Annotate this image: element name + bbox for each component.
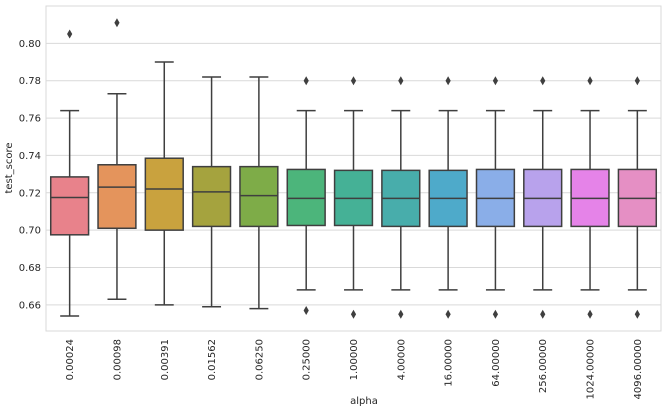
x-tick-label: 0.00024 bbox=[65, 339, 76, 380]
y-tick-labels: 0.66 0.68 0.70 0.72 0.74 0.76 0.78 0.80 bbox=[19, 39, 41, 311]
outlier-point bbox=[634, 309, 640, 319]
box-iqr bbox=[239, 165, 279, 228]
box-group bbox=[428, 76, 468, 319]
outlier-point bbox=[303, 305, 309, 315]
outlier-point bbox=[445, 76, 451, 86]
y-tick-label: 0.74 bbox=[19, 151, 41, 162]
box-group bbox=[49, 29, 90, 317]
outlier-point bbox=[67, 29, 73, 39]
x-tick-label: 4.00000 bbox=[396, 339, 407, 380]
box-group bbox=[523, 76, 563, 319]
y-tick-label: 0.78 bbox=[19, 76, 41, 87]
x-axis-label: alpha bbox=[350, 396, 378, 407]
outlier-point bbox=[398, 76, 404, 86]
outlier-point bbox=[587, 309, 593, 319]
outlier-point bbox=[114, 18, 120, 28]
box-iqr bbox=[144, 157, 184, 231]
plot-frame bbox=[45, 5, 662, 332]
boxes-layer bbox=[49, 18, 658, 319]
box-group bbox=[570, 76, 610, 319]
x-tick-label: 1.00000 bbox=[349, 339, 360, 380]
outlier-point bbox=[303, 76, 309, 86]
x-tick-label: 4096.00000 bbox=[633, 339, 644, 399]
x-tick-label: 0.00391 bbox=[160, 339, 171, 380]
plot-spines bbox=[45, 5, 662, 332]
outlier-point bbox=[540, 76, 546, 86]
box-group bbox=[475, 76, 516, 319]
outlier-point bbox=[587, 76, 593, 86]
outlier-point bbox=[540, 309, 546, 319]
y-tick-label: 0.80 bbox=[19, 39, 41, 50]
x-tick-label: 64.00000 bbox=[491, 339, 502, 387]
box-iqr bbox=[97, 164, 137, 230]
outlier-point bbox=[350, 309, 357, 319]
x-tick-label: 0.01562 bbox=[207, 339, 218, 380]
x-tick-label: 1024.00000 bbox=[586, 339, 597, 399]
x-tick-label: 0.06250 bbox=[254, 339, 265, 380]
y-axis-label: test_score bbox=[4, 142, 15, 193]
y-tick-label: 0.66 bbox=[19, 300, 41, 311]
box-iqr bbox=[49, 176, 90, 236]
box-group bbox=[333, 76, 374, 319]
box-group bbox=[97, 18, 137, 300]
x-tick-labels: 0.00024 0.00098 0.00391 0.01562 0.06250 0.250… bbox=[65, 339, 644, 399]
box-group bbox=[191, 76, 232, 308]
box-group bbox=[144, 61, 184, 306]
box-group bbox=[286, 76, 326, 315]
x-tick-label: 0.25000 bbox=[302, 339, 313, 380]
y-tick-label: 0.68 bbox=[19, 263, 41, 274]
x-tick-label: 16.00000 bbox=[444, 339, 455, 387]
outlier-point bbox=[445, 309, 451, 319]
outlier-point bbox=[398, 309, 404, 319]
y-tick-label: 0.72 bbox=[19, 188, 41, 199]
y-tick-label: 0.76 bbox=[19, 114, 41, 125]
box-iqr bbox=[286, 168, 326, 227]
x-tick-label: 0.00098 bbox=[112, 339, 123, 380]
box-group bbox=[239, 76, 279, 310]
box-group bbox=[381, 76, 421, 319]
outlier-point bbox=[492, 309, 499, 319]
box-iqr bbox=[191, 165, 232, 228]
y-tick-label: 0.70 bbox=[19, 226, 41, 237]
x-tick-label: 256.00000 bbox=[538, 339, 549, 393]
box-group bbox=[617, 76, 658, 319]
outlier-point bbox=[634, 76, 640, 86]
outlier-point bbox=[350, 76, 357, 86]
outlier-point bbox=[492, 76, 499, 86]
